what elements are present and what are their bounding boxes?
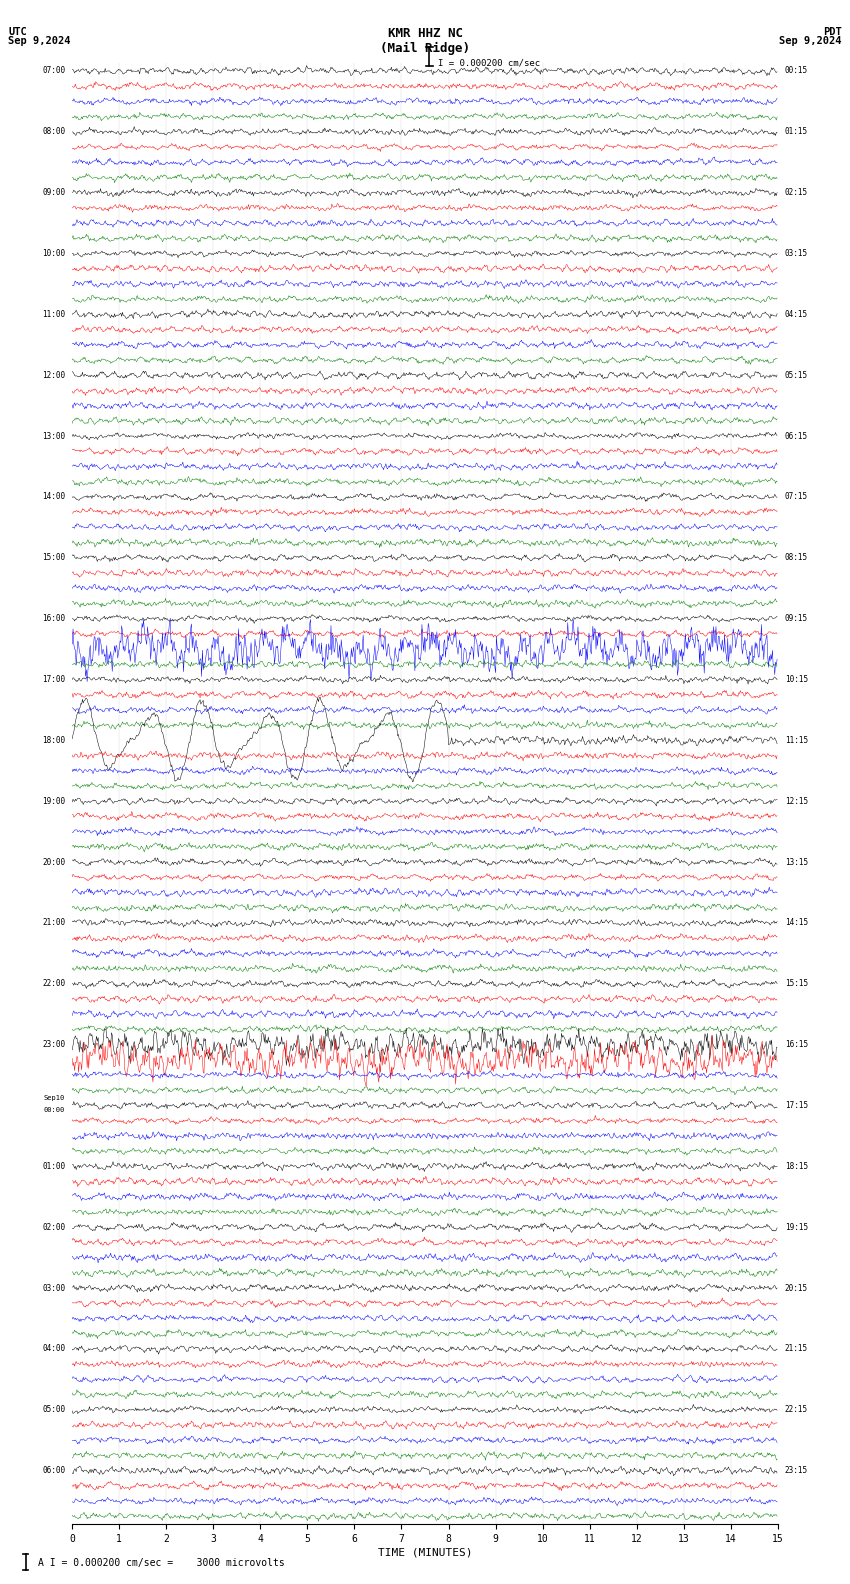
Text: 19:15: 19:15 bbox=[785, 1223, 808, 1232]
Text: 16:00: 16:00 bbox=[42, 615, 65, 623]
Text: 07:15: 07:15 bbox=[785, 493, 808, 502]
Text: 15:15: 15:15 bbox=[785, 979, 808, 988]
Text: 13:15: 13:15 bbox=[785, 857, 808, 866]
Text: 01:15: 01:15 bbox=[785, 127, 808, 136]
Text: 19:00: 19:00 bbox=[42, 797, 65, 806]
Text: KMR HHZ NC
(Mail Ridge): KMR HHZ NC (Mail Ridge) bbox=[380, 27, 470, 55]
Text: 10:00: 10:00 bbox=[42, 249, 65, 258]
Text: 00:00: 00:00 bbox=[44, 1107, 65, 1114]
Text: 14:00: 14:00 bbox=[42, 493, 65, 502]
Text: A I = 0.000200 cm/sec =    3000 microvolts: A I = 0.000200 cm/sec = 3000 microvolts bbox=[38, 1559, 285, 1568]
Text: 03:15: 03:15 bbox=[785, 249, 808, 258]
Text: 07:00: 07:00 bbox=[42, 67, 65, 76]
Text: 20:15: 20:15 bbox=[785, 1283, 808, 1293]
Text: 04:00: 04:00 bbox=[42, 1345, 65, 1353]
Text: I = 0.000200 cm/sec: I = 0.000200 cm/sec bbox=[438, 59, 540, 68]
Text: 03:00: 03:00 bbox=[42, 1283, 65, 1293]
Text: Sep10: Sep10 bbox=[44, 1095, 65, 1101]
Text: 09:15: 09:15 bbox=[785, 615, 808, 623]
Text: 18:00: 18:00 bbox=[42, 737, 65, 744]
Text: 20:00: 20:00 bbox=[42, 857, 65, 866]
Text: 17:00: 17:00 bbox=[42, 675, 65, 684]
Text: 13:00: 13:00 bbox=[42, 431, 65, 440]
Text: 08:15: 08:15 bbox=[785, 553, 808, 562]
Text: PDT: PDT bbox=[823, 27, 842, 36]
Text: 22:00: 22:00 bbox=[42, 979, 65, 988]
Text: 12:00: 12:00 bbox=[42, 371, 65, 380]
Text: 08:00: 08:00 bbox=[42, 127, 65, 136]
Text: 18:15: 18:15 bbox=[785, 1161, 808, 1171]
Text: 11:15: 11:15 bbox=[785, 737, 808, 744]
Text: 22:15: 22:15 bbox=[785, 1405, 808, 1415]
Text: 16:15: 16:15 bbox=[785, 1041, 808, 1049]
X-axis label: TIME (MINUTES): TIME (MINUTES) bbox=[377, 1548, 473, 1557]
Text: 00:15: 00:15 bbox=[785, 67, 808, 76]
Text: 21:15: 21:15 bbox=[785, 1345, 808, 1353]
Text: Sep 9,2024: Sep 9,2024 bbox=[779, 36, 842, 46]
Text: 04:15: 04:15 bbox=[785, 310, 808, 318]
Text: UTC: UTC bbox=[8, 27, 27, 36]
Text: 05:15: 05:15 bbox=[785, 371, 808, 380]
Text: 21:00: 21:00 bbox=[42, 919, 65, 927]
Text: 02:15: 02:15 bbox=[785, 188, 808, 196]
Text: 23:00: 23:00 bbox=[42, 1041, 65, 1049]
Text: 23:15: 23:15 bbox=[785, 1467, 808, 1475]
Text: 10:15: 10:15 bbox=[785, 675, 808, 684]
Text: 05:00: 05:00 bbox=[42, 1405, 65, 1415]
Text: 11:00: 11:00 bbox=[42, 310, 65, 318]
Text: 15:00: 15:00 bbox=[42, 553, 65, 562]
Text: 01:00: 01:00 bbox=[42, 1161, 65, 1171]
Text: 09:00: 09:00 bbox=[42, 188, 65, 196]
Text: 06:15: 06:15 bbox=[785, 431, 808, 440]
Text: 17:15: 17:15 bbox=[785, 1101, 808, 1110]
Text: 06:00: 06:00 bbox=[42, 1467, 65, 1475]
Text: 02:00: 02:00 bbox=[42, 1223, 65, 1232]
Text: 12:15: 12:15 bbox=[785, 797, 808, 806]
Text: 14:15: 14:15 bbox=[785, 919, 808, 927]
Text: Sep 9,2024: Sep 9,2024 bbox=[8, 36, 71, 46]
